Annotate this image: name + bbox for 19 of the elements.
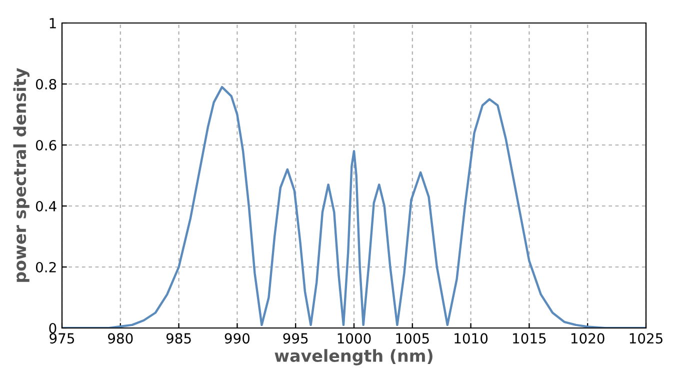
x-tick-label: 985 [166,333,191,344]
x-tick-label: 1025 [630,333,662,344]
y-tick-label: 0.2 [36,262,56,272]
y-tick-label: 1 [50,18,56,28]
x-tick-label: 995 [283,333,308,344]
x-tick-label: 1010 [454,333,488,344]
y-tick-label: 0 [49,322,56,334]
y-tick-label: 0.4 [36,200,56,212]
x-axis-title: wavelength (nm) [274,349,432,366]
x-tick-label: 980 [108,333,133,344]
y-axis-title: power spectral density [13,68,30,282]
x-tick-label: 1000 [338,333,371,344]
x-tick-label: 1015 [513,333,546,344]
x-tick-label: 990 [224,333,250,344]
x-tick-label: 1020 [571,333,604,344]
y-tick-label: 0.8 [36,78,56,90]
y-tick-label: 0.6 [36,140,56,150]
x-tick-label: 975 [50,333,74,344]
x-tick-label: 1005 [396,333,429,344]
